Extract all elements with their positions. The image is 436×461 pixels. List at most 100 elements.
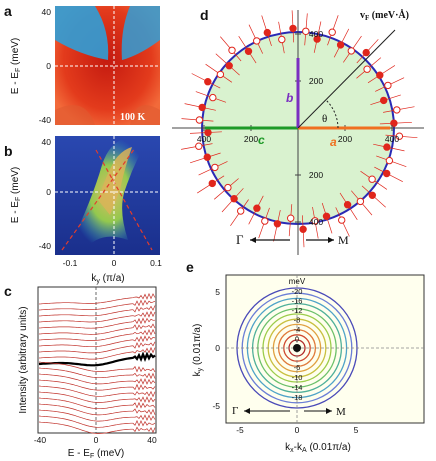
panel-d-point [278,35,286,44]
panel-d-point [384,81,392,90]
panel-c-xlabel: E - EF (meV) [68,448,125,460]
panel-d-point [244,47,253,55]
panel-b-xtick: 0.1 [150,258,162,268]
panel-d-point [363,65,371,73]
panel-d-point [383,169,391,178]
panel-d-point [336,41,345,49]
panel-e-xlabel: kx-kA (0.01π/a) [285,442,351,454]
panel-d-point [261,217,269,225]
panel-d-vf-label: vF (meV·Å) [360,9,409,22]
panel-d-point [203,153,212,161]
panel-d-point [228,46,236,54]
panel-d-vf-ray [297,29,396,129]
panel-c-curve [38,373,156,385]
panel-c-curve [38,335,156,348]
panel-a-cone-lower-left [55,105,95,125]
panel-e-ylabel: ky (0.01π/a) [192,324,204,377]
panel-d-tick-label: 200 [309,170,323,180]
panel-d-point [237,207,245,215]
panel-c-curve [38,346,156,360]
panel-e-letter: e [186,259,194,275]
panel-a-ylabel: E - EF (meV) [10,38,22,95]
panel-d-theta-arc [325,99,339,129]
panel-e-contour-label: 2 [295,344,299,353]
panel-d-tick-label: 400 [197,134,211,144]
panel-c-curve [38,391,156,403]
panel-b-ylabel: E - EF (meV) [10,167,22,224]
panel-d-m-arrowhead [328,237,334,243]
panel-d-point [383,143,391,151]
panel-e-contour-labels: -20-16-12-8-402 -6-10-14-18 [292,287,303,402]
panel-d-point [253,204,261,212]
panel-d-point [253,37,261,45]
panel-b-xtick: 0 [112,258,117,268]
panel-d-tick-label: 400 [309,29,323,39]
panel-d-point [230,195,238,203]
panel-c-highlight-curve [38,351,156,367]
panel-d-point [195,142,203,150]
panel-c-curve [38,379,156,391]
panel-d-tick-label: 400 [385,134,399,144]
panel-d-point [343,201,352,209]
panel-d-point [211,163,219,172]
panel-d-tick-label: 200 [309,76,323,86]
panel-c-curve [38,361,156,373]
panel-d-point [376,71,384,79]
panel-e-xtick: 5 [354,425,359,435]
panel-a-cone-lower-right [130,105,160,125]
panel-e-xtick: -5 [236,425,244,435]
panel-c-curve [38,317,156,329]
panel-e-xtick: 0 [295,425,300,435]
panel-d-point [225,61,233,70]
panel-c-curve [38,310,156,323]
panel-a-cone-upper-left [55,6,109,60]
panel-e-contour-label: -12 [292,306,303,315]
panel-c-curve [38,385,156,398]
panel-d-point [216,70,225,79]
panel-e-unit: meV [289,277,306,286]
panel-d-gamma-label: Γ [236,232,244,247]
panel-d-velocity-points [181,10,418,248]
panel-d-point [289,24,297,33]
panel-d-tick-label: 400 [309,217,323,227]
panel-c-curve [38,415,156,428]
panel-d-point [395,132,404,140]
panel-e-gamma-label: Γ [232,405,238,417]
panel-d-point [368,175,376,183]
panel-e-contour-label: 0 [295,335,299,344]
panel-a: a 100 K 40 0 -40 E - EF (meV) [4,3,160,125]
panel-b-xlabel: ky (π/a) [91,273,124,285]
panel-e-ytick: 5 [215,287,220,297]
panel-d-point [356,197,365,206]
panel-d-point [224,183,232,192]
panel-b-letter: b [4,143,13,159]
panel-b-ytick: -40 [39,241,52,251]
panel-e-dirac-point [293,344,301,352]
panel-d-point [322,212,331,221]
panel-e-ytick: -5 [212,401,220,411]
panel-d-letter: d [200,7,209,23]
panel-c-curve [38,409,156,422]
panel-b: b 40 0 -40 -0.1 0 0.1 E - EF (meV) ky (π… [4,136,162,285]
panel-d: d 200 400 400 200 400 200 200 400 θ b c a vF (m… [172,7,424,255]
panel-d-point [198,103,206,112]
panel-c-curve [38,292,156,305]
panel-d-gamma-arrowhead [250,237,256,243]
panel-c-curve [38,421,156,434]
panel-a-letter: a [4,3,12,19]
panel-e-m-label: M [336,406,346,418]
panel-c-xtick: 0 [94,435,99,445]
panel-c-curve [38,397,156,410]
panel-d-point [287,214,295,222]
panel-c-xtick: -40 [34,435,47,445]
panel-c-curve [38,403,156,416]
panel-e-contour-label: -14 [292,383,303,392]
panel-d-point [347,47,355,55]
panel-d-point [393,106,401,114]
panel-d-point [385,156,394,165]
panel-d-a-label: a [330,135,337,149]
panel-e-ytick: 0 [215,343,220,353]
panel-a-cone-upper-right [121,6,160,60]
panel-c-curve [38,323,156,335]
